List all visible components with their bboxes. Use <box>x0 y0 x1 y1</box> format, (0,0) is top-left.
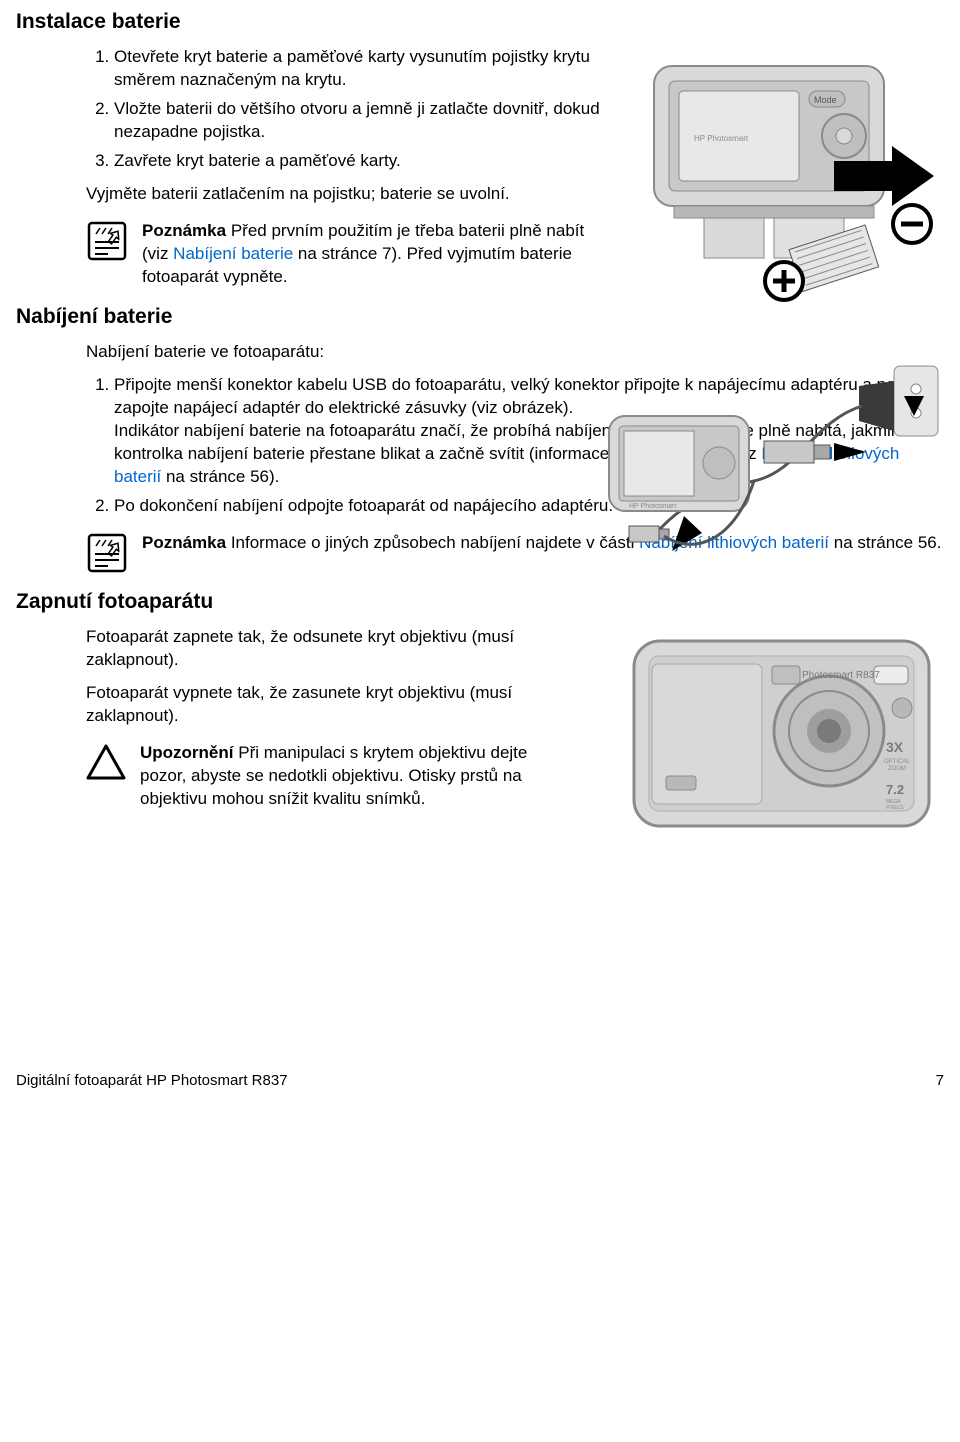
note-icon-2 <box>86 532 128 574</box>
warning-icon <box>86 742 126 782</box>
footer-right: 7 <box>936 1071 944 1091</box>
note-icon <box>86 220 128 262</box>
warning-text: Upozornění Při manipulaci s krytem objek… <box>140 742 558 811</box>
svg-text:PIXELS: PIXELS <box>886 805 904 811</box>
svg-text:HP Photosmart: HP Photosmart <box>629 503 676 510</box>
figure-battery-install: HP Photosmart Mode <box>644 46 944 306</box>
battery-remove-text: Vyjměte baterii zatlačením na pojistku; … <box>86 183 601 206</box>
svg-text:Mode: Mode <box>814 95 837 105</box>
figure-usb-charging: HP Photosmart <box>604 361 944 561</box>
step-2: Vložte baterii do většího otvoru a jemně… <box>114 98 601 144</box>
svg-text:OPTICAL: OPTICAL <box>884 759 910 765</box>
step-1: Otevřete kryt baterie a paměťové karty v… <box>114 46 601 92</box>
warning-block: Upozornění Při manipulaci s krytem objek… <box>86 742 558 811</box>
note-body-2a: Informace o jiných způsobech nabíjení na… <box>231 533 639 552</box>
note-text-1: Poznámka Před prvním použitím je třeba b… <box>142 220 601 289</box>
section-title-charging: Nabíjení baterie <box>16 303 944 331</box>
figure-camera-front: Photosmart R837 3X OPTICAL ZOOM 7.2 MEGA… <box>624 626 944 846</box>
note-block-1: Poznámka Před prvním použitím je třeba b… <box>86 220 601 289</box>
svg-text:ZOOM: ZOOM <box>888 766 906 772</box>
section-title-installation: Instalace baterie <box>16 8 944 36</box>
note-label-2: Poznámka <box>142 533 226 552</box>
svg-text:HP Photosmart: HP Photosmart <box>694 134 749 143</box>
section-title-poweron: Zapnutí fotoaparátu <box>16 588 944 616</box>
warning-label: Upozornění <box>140 743 234 762</box>
footer-left: Digitální fotoaparát HP Photosmart R837 <box>16 1071 288 1091</box>
svg-text:3X: 3X <box>886 739 904 755</box>
page-footer: Digitální fotoaparát HP Photosmart R837 … <box>16 1071 944 1105</box>
poweron-p2: Fotoaparát vypnete tak, že zasunete kryt… <box>86 682 558 728</box>
note-label-1: Poznámka <box>142 221 226 240</box>
step-3: Zavřete kryt baterie a paměťové karty. <box>114 150 601 173</box>
poweron-p1: Fotoaparát zapnete tak, že odsunete kryt… <box>86 626 558 672</box>
battery-install-steps: Otevřete kryt baterie a paměťové karty v… <box>108 46 601 173</box>
charging-step-1c: na stránce 56). <box>161 467 279 486</box>
svg-text:Photosmart R837: Photosmart R837 <box>802 670 880 681</box>
note-link-1: Nabíjení baterie <box>173 244 293 263</box>
svg-text:7.2: 7.2 <box>886 782 904 797</box>
